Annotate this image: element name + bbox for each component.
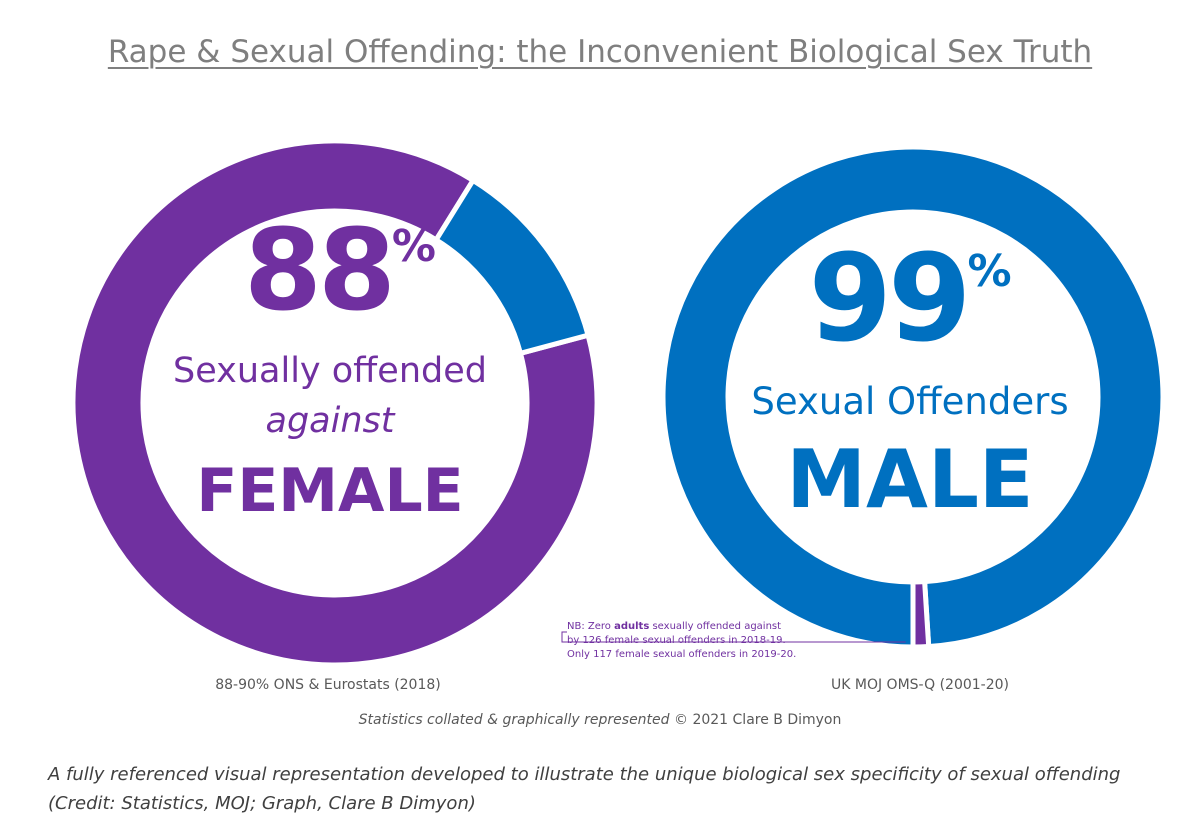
note-line1: NB: Zero adults sexually offended agains… (567, 620, 796, 634)
note-line1-rest: sexually offended against (649, 621, 782, 632)
left-percentage-value: 88 (244, 206, 396, 336)
credit-text: Statistics collated & graphically repres… (358, 712, 670, 728)
right-subtitle: Sexual Offenders (751, 380, 1069, 423)
note-bold: adults (614, 621, 650, 632)
copyright-symbol: © (674, 712, 688, 728)
left-percentage: 88% (205, 215, 475, 327)
left-source: 88-90% ONS & Eurostats (2018) (215, 677, 441, 693)
left-subtitle-line2: against (265, 401, 395, 441)
left-percentage-unit: % (391, 221, 436, 272)
note-line2: by 126 female sexual offenders in 2018-1… (567, 635, 786, 646)
page-title: Rape & Sexual Offending: the Inconvenien… (107, 34, 1093, 70)
donut-slice-male-left (432, 176, 592, 357)
note-line3: Only 117 female sexual offenders in 2019… (567, 649, 797, 660)
right-percentage-value: 99 (808, 230, 971, 369)
left-subtitle-line1: Sexually offended (173, 351, 487, 391)
left-sex-label: FEMALE (196, 456, 464, 526)
donut-slice-female-left (70, 138, 600, 668)
credit-author: 2021 Clare B Dimyon (692, 712, 842, 728)
donut-slice-female-right (910, 578, 932, 650)
credit-line: Statistics collated & graphically repres… (0, 712, 1200, 728)
figure-caption: A fully referenced visual representation… (48, 764, 1121, 814)
right-percentage: 99% (760, 240, 1060, 360)
right-sex-label: MALE (786, 433, 1034, 526)
note-leader-line (561, 631, 906, 643)
donut-slice-male-right (660, 144, 1166, 650)
right-source: UK MOJ OMS-Q (2001-20) (831, 677, 1009, 693)
right-percentage-unit: % (967, 246, 1012, 297)
annotation-note: NB: Zero adults sexually offended agains… (567, 620, 796, 662)
note-prefix: NB: Zero (567, 621, 615, 632)
